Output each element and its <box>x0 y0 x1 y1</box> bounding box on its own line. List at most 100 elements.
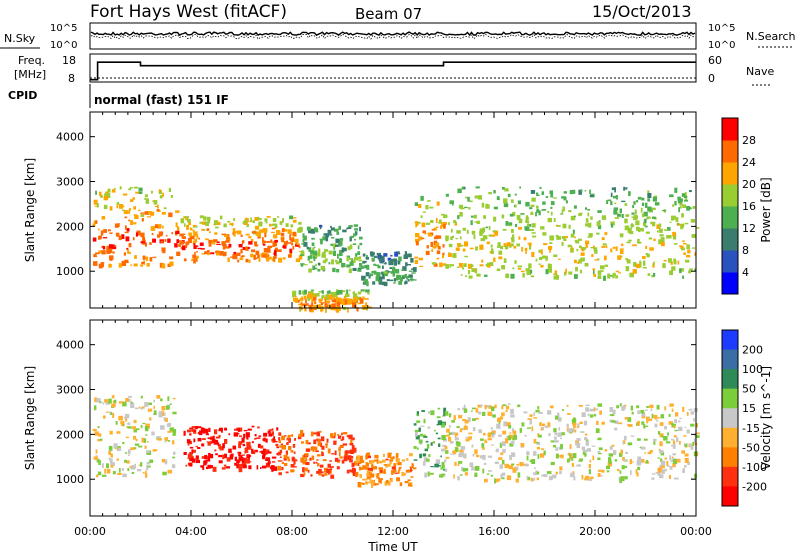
heatmap-cell <box>644 452 646 454</box>
heatmap-cell <box>612 246 616 249</box>
heatmap-cell <box>607 273 611 279</box>
heatmap-cell <box>195 455 199 460</box>
heatmap-cell <box>100 194 103 198</box>
heatmap-cell <box>652 263 655 268</box>
heatmap-cell <box>128 395 132 398</box>
noise-sky-trace <box>90 31 696 37</box>
heatmap-cell <box>251 231 257 234</box>
heatmap-cell <box>463 186 466 190</box>
heatmap-cell <box>508 222 513 226</box>
heatmap-cell <box>161 263 166 269</box>
heatmap-cell <box>659 228 663 233</box>
heatmap-cell <box>375 473 379 477</box>
heatmap-cell <box>656 419 659 422</box>
heatmap-cell <box>124 231 129 234</box>
heatmap-cell <box>121 234 125 239</box>
heatmap-cell <box>483 462 487 465</box>
heatmap-cell <box>135 438 138 442</box>
heatmap-cell <box>682 275 684 279</box>
heatmap-cell <box>149 459 154 463</box>
heatmap-cell <box>581 412 586 418</box>
heatmap-cell <box>188 232 193 237</box>
heatmap-cell <box>298 221 302 225</box>
heatmap-cell <box>359 299 364 304</box>
heatmap-cell <box>349 471 353 473</box>
heatmap-cell <box>196 426 202 429</box>
heatmap-cell <box>627 227 632 233</box>
heatmap-cell <box>564 236 568 239</box>
heatmap-cell <box>652 196 657 202</box>
heatmap-cell <box>526 455 529 461</box>
heatmap-cell <box>585 475 589 480</box>
heatmap-cell <box>335 244 339 247</box>
heatmap-cell <box>520 270 525 273</box>
heatmap-cell <box>457 243 462 248</box>
heatmap-cell <box>332 243 336 248</box>
heatmap-cell <box>375 276 379 280</box>
heatmap-cell <box>101 250 106 255</box>
heatmap-cell <box>374 459 378 462</box>
heatmap-cell <box>93 456 98 460</box>
heatmap-cell <box>660 242 665 247</box>
heatmap-cell <box>444 468 448 472</box>
heatmap-cell <box>247 428 252 431</box>
heatmap-cell <box>223 251 226 257</box>
heatmap-cell <box>415 221 419 226</box>
heatmap-cell <box>502 228 507 231</box>
heatmap-cell <box>242 240 245 244</box>
heatmap-cell <box>511 428 515 432</box>
heatmap-cell <box>430 410 435 416</box>
heatmap-cell <box>377 460 383 464</box>
heatmap-cell <box>313 257 316 262</box>
heatmap-cell <box>462 267 465 270</box>
heatmap-cell <box>680 268 685 272</box>
heatmap-cell <box>523 411 528 414</box>
heatmap-cell <box>672 204 674 208</box>
heatmap-cell <box>234 462 237 466</box>
heatmap-cell <box>322 260 327 264</box>
heatmap-cell <box>517 200 521 205</box>
heatmap-cell <box>401 274 406 278</box>
heatmap-cell <box>271 258 274 261</box>
heatmap-cell <box>362 255 366 257</box>
heatmap-cell <box>603 255 607 261</box>
heatmap-cell <box>271 431 274 436</box>
heatmap-cell <box>336 459 341 461</box>
heatmap-cell <box>206 466 209 470</box>
heatmap-cell <box>271 467 274 472</box>
heatmap-cell <box>659 441 663 447</box>
heatmap-cell <box>254 241 258 245</box>
heatmap-cell <box>281 228 285 232</box>
heatmap-cell <box>464 472 468 476</box>
heatmap-cell <box>472 427 476 432</box>
heatmap-cell <box>222 443 225 449</box>
heatmap-cell <box>156 436 161 439</box>
heatmap-cell <box>338 447 341 452</box>
heatmap-cell <box>390 254 393 257</box>
heatmap-cell <box>189 235 192 240</box>
heatmap-cell <box>295 258 301 263</box>
heatmap-cell <box>310 431 314 437</box>
heatmap-cell <box>271 461 276 463</box>
heatmap-cell <box>488 264 491 268</box>
heatmap-cell <box>338 253 343 256</box>
heatmap-cell <box>624 203 628 206</box>
heatmap-cell <box>498 420 501 425</box>
heatmap-cell <box>622 442 625 445</box>
heatmap-cell <box>321 290 324 294</box>
heatmap-cell <box>526 451 530 455</box>
heatmap-cell <box>525 268 530 272</box>
heatmap-cell <box>660 237 665 242</box>
heatmap-cell <box>349 443 354 446</box>
heatmap-cell <box>310 250 314 255</box>
heatmap-cell <box>527 427 531 429</box>
heatmap-cell <box>571 189 576 194</box>
heatmap-cell <box>292 219 297 223</box>
heatmap-cell <box>154 224 159 229</box>
heatmap-cell <box>348 268 352 274</box>
heatmap-cell <box>365 272 370 277</box>
heatmap-cell <box>184 223 186 227</box>
heatmap-cell <box>589 195 594 197</box>
heatmap-cell <box>455 441 459 444</box>
heatmap-cell <box>332 307 338 311</box>
